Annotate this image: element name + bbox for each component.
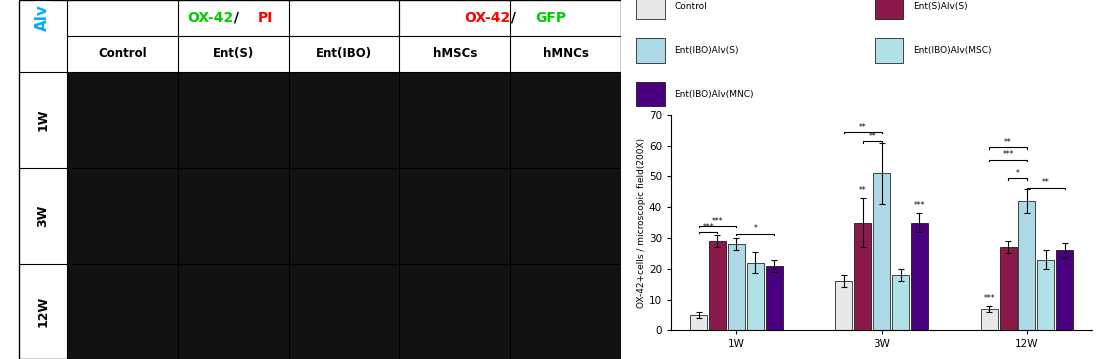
Bar <box>765 266 783 330</box>
Text: hMSCs: hMSCs <box>433 47 477 60</box>
Bar <box>1056 250 1074 330</box>
Bar <box>177 168 288 264</box>
Text: ***: *** <box>1003 150 1014 159</box>
Text: Control: Control <box>674 2 708 11</box>
Bar <box>875 38 903 63</box>
Text: ***: *** <box>702 223 714 232</box>
Text: *: * <box>753 224 757 233</box>
Bar <box>980 309 998 330</box>
Bar <box>709 241 726 330</box>
Bar <box>67 168 177 264</box>
Text: ***: *** <box>712 217 723 226</box>
Bar <box>288 264 399 359</box>
Bar <box>637 82 664 106</box>
Bar <box>746 262 764 330</box>
Bar <box>177 264 288 359</box>
Text: OX-42: OX-42 <box>464 11 510 25</box>
Bar <box>637 38 664 63</box>
Text: ***: *** <box>984 294 995 303</box>
Text: Ent(IBO)Alv(MNC): Ent(IBO)Alv(MNC) <box>674 90 754 99</box>
Text: 3W: 3W <box>37 204 49 227</box>
Text: Ent(IBO)Alv(MSC): Ent(IBO)Alv(MSC) <box>913 46 991 55</box>
Text: OX-42: OX-42 <box>186 11 233 25</box>
Text: Control: Control <box>98 47 146 60</box>
Bar <box>1037 260 1055 330</box>
Text: Ent(IBO)Alv(S): Ent(IBO)Alv(S) <box>674 46 739 55</box>
Bar <box>67 264 177 359</box>
Bar <box>728 244 745 330</box>
Bar <box>288 168 399 264</box>
Text: **: ** <box>858 186 866 195</box>
Bar <box>835 281 853 330</box>
Bar <box>67 72 177 168</box>
Bar <box>999 247 1017 330</box>
Bar <box>399 168 510 264</box>
Text: hMNCs: hMNCs <box>542 47 589 60</box>
Bar <box>910 223 928 330</box>
Text: PI: PI <box>258 11 273 25</box>
Bar <box>510 72 621 168</box>
Bar <box>288 72 399 168</box>
Bar <box>1018 201 1036 330</box>
Bar <box>177 72 288 168</box>
Text: **: ** <box>868 132 876 141</box>
Y-axis label: OX-42+cells / microscopic field(200X): OX-42+cells / microscopic field(200X) <box>637 137 647 308</box>
Bar <box>875 0 903 19</box>
Text: Ent(IBO): Ent(IBO) <box>316 47 372 60</box>
Bar <box>399 72 510 168</box>
Bar <box>637 0 664 19</box>
Text: GFP: GFP <box>535 11 567 25</box>
Text: /: / <box>506 11 521 25</box>
Bar <box>510 168 621 264</box>
Bar <box>854 223 872 330</box>
Text: Alv: Alv <box>35 5 50 31</box>
Text: Ent(S)Alv(S): Ent(S)Alv(S) <box>913 2 967 11</box>
Text: *: * <box>1016 169 1019 178</box>
Text: ***: *** <box>914 201 925 210</box>
Bar <box>873 173 891 330</box>
Text: /: / <box>228 11 244 25</box>
Text: 12W: 12W <box>37 296 49 327</box>
Text: **: ** <box>1042 178 1050 187</box>
Text: Ent(S): Ent(S) <box>213 47 254 60</box>
Bar <box>892 275 909 330</box>
Text: 1W: 1W <box>37 108 49 131</box>
Text: **: ** <box>1004 138 1011 147</box>
Bar <box>510 264 621 359</box>
Bar <box>399 264 510 359</box>
Text: **: ** <box>858 123 866 132</box>
Bar <box>690 315 708 330</box>
